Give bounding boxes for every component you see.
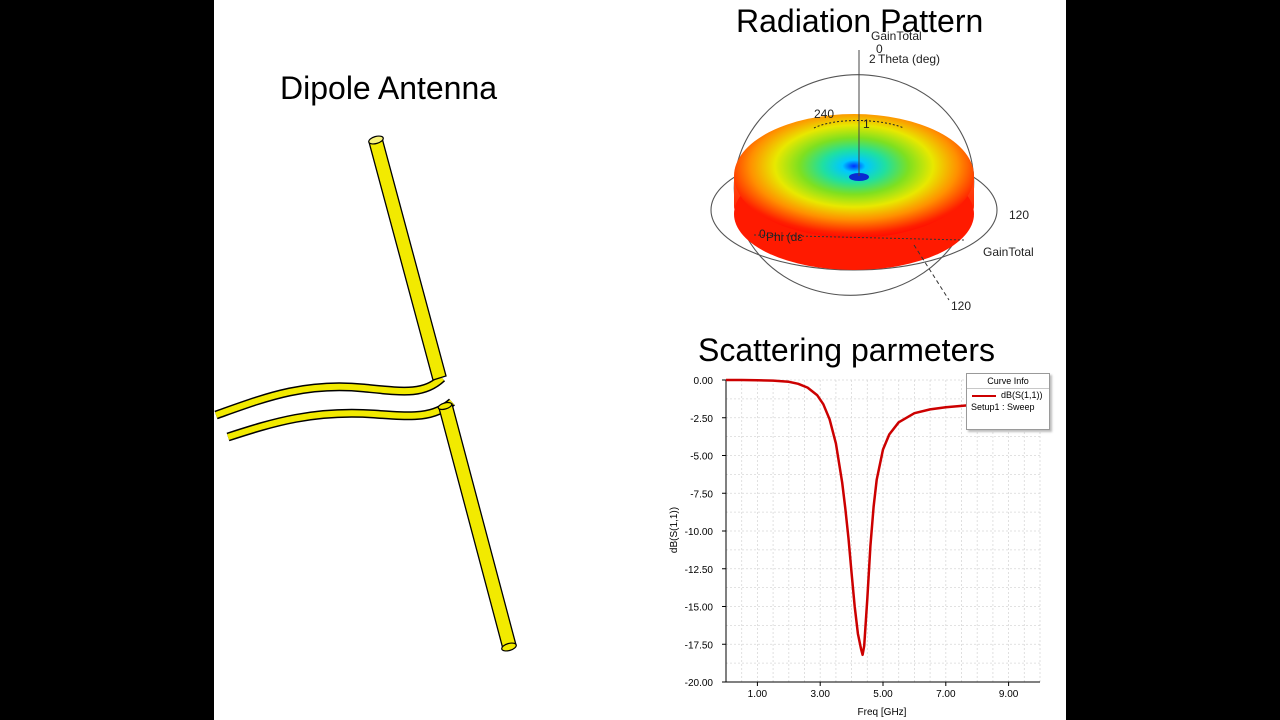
x-tick-label: 7.00 (936, 689, 956, 700)
radiation-pattern-title: Radiation Pattern (736, 3, 984, 39)
x-tick-label: 9.00 (999, 689, 1019, 700)
scattering-parameters-title: Scattering parmeters (698, 332, 996, 368)
series-line-s11 (726, 378, 1041, 657)
pattern-label-two: 2 (869, 52, 876, 66)
legend-series-name: dB(S(1,1)) (1001, 390, 1043, 400)
pattern-y-axis (913, 244, 950, 301)
x-tick-label: 5.00 (873, 689, 893, 700)
dipole-antenna-title: Dipole Antenna (280, 70, 498, 106)
y-tick-label: -12.50 (685, 565, 714, 576)
dipole-gap-end (437, 401, 453, 411)
y-tick-label: -17.50 (685, 640, 714, 651)
pattern-x-axis (753, 234, 965, 241)
y-tick-label: -10.00 (685, 527, 714, 538)
y-tick-label: -20.00 (685, 678, 714, 689)
feed-line-lower-fill (227, 399, 454, 440)
pattern-label-theta: Theta (deg) (878, 52, 940, 66)
chart-xlabel: Freq [GHz] (858, 707, 907, 718)
pattern-label-phi: Phi (dε (766, 230, 803, 244)
y-tick-label: 0.00 (694, 376, 714, 387)
dipole-lower-tip (501, 642, 517, 652)
pattern-label-one: 1 (863, 117, 870, 131)
y-tick-label: -7.50 (690, 489, 713, 500)
dipole-antenna-illustration (214, 135, 517, 652)
legend-header: Curve Info (967, 374, 1049, 389)
x-tick-label: 1.00 (748, 689, 768, 700)
legend-entry: dB(S(1,1)) (967, 389, 1049, 402)
chart-tick-labels: 0.00 -2.50 -5.00 -7.50 -10.00 -12.50 -15.00 -17… (685, 376, 1019, 700)
s11-chart: 0.00 -2.50 -5.00 -7.50 -10.00 -12.50 -15.00 -17… (669, 376, 1041, 718)
pattern-donut-hole (849, 173, 869, 181)
pattern-label-120-right: 120 (1009, 208, 1029, 222)
pattern-label-zero-left: 0 (759, 227, 766, 241)
y-tick-label: -15.00 (685, 603, 714, 614)
y-tick-label: -5.00 (690, 452, 713, 463)
legend-swatch (972, 395, 996, 397)
legend-setup: Setup1 : Sweep (971, 402, 1035, 412)
slide-canvas: GainTotal 0 2 Theta (deg) 240 1 120 0 Ph… (214, 0, 1066, 720)
pattern-label-120-bottom: 120 (951, 299, 971, 313)
chart-ylabel: dB(S(1,1)) (669, 507, 680, 553)
pattern-dotted-ring (813, 120, 905, 129)
y-tick-label: -2.50 (690, 414, 713, 425)
chart-legend: Curve Info dB(S(1,1)) Setup1 : Sweep (966, 373, 1050, 430)
dipole-upper-tip (368, 135, 384, 145)
chart-series (726, 378, 1041, 657)
pattern-label-gain-top: GainTotal (871, 29, 922, 43)
pattern-label-gain-right: GainTotal (983, 245, 1034, 259)
pattern-label-zero: 0 (876, 42, 883, 56)
pattern-label-240: 240 (814, 107, 834, 121)
x-tick-label: 3.00 (810, 689, 830, 700)
feed-line-upper-fill (214, 375, 445, 418)
radiation-pattern-plot: GainTotal 0 2 Theta (deg) 240 1 120 0 Ph… (710, 29, 1034, 313)
